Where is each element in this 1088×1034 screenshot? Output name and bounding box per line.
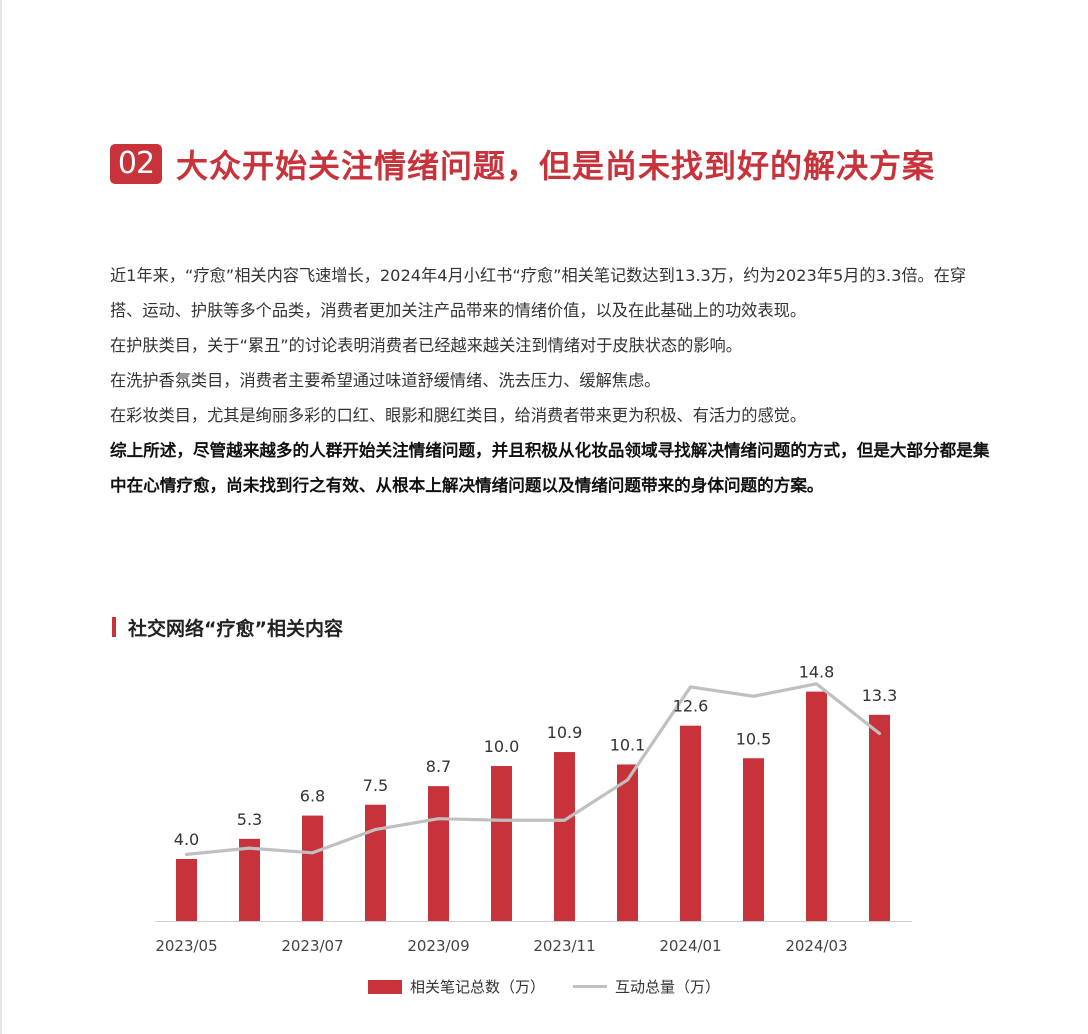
legend-swatch-line (573, 985, 607, 988)
chart-legend: 相关笔记总数（万） 互动总量（万） (0, 976, 1088, 997)
bar (239, 838, 260, 921)
data-label: 13.3 (862, 686, 898, 705)
body-text: 近1年来，“疗愈”相关内容飞速增长，2024年4月小红书“疗愈”相关笔记数达到1… (110, 258, 990, 503)
bar (554, 752, 575, 921)
data-label: 10.0 (484, 737, 520, 756)
bar (869, 714, 890, 921)
bar (302, 815, 323, 921)
body-paragraph: 在彩妆类目，尤其是绚丽多彩的口红、眼影和腮红类目，给消费者带来更为积极、有活力的… (110, 406, 807, 425)
x-tick-label: 2023/09 (407, 937, 469, 955)
legend-item-notes: 相关笔记总数（万） (367, 976, 545, 997)
x-tick-label: 2023/07 (281, 937, 343, 955)
legend-label: 相关笔记总数（万） (409, 978, 545, 996)
bar (806, 691, 827, 921)
x-tick-label: 2023/11 (533, 937, 595, 955)
body-paragraph: 在护肤类目，关于“累丑”的讨论表明消费者已经越来越关注到情绪对于皮肤状态的影响。 (110, 336, 742, 355)
data-label: 10.1 (610, 735, 646, 754)
legend-label: 互动总量（万） (615, 978, 721, 996)
data-label: 6.8 (300, 787, 325, 806)
data-label: 12.6 (673, 697, 709, 716)
x-tick-label: 2023/05 (155, 937, 217, 955)
bar (365, 804, 386, 921)
bar (743, 758, 764, 921)
data-label: 7.5 (363, 776, 388, 795)
chart-heading: 社交网络“疗愈”相关内容 (112, 614, 343, 640)
bar (428, 786, 449, 921)
bar (491, 766, 512, 921)
data-label: 8.7 (426, 757, 451, 776)
section-header: 02 大众开始关注情绪问题，但是尚未找到好的解决方案 (110, 140, 935, 188)
chart-heading-marker (112, 617, 116, 637)
data-label: 4.0 (174, 830, 199, 849)
data-label: 10.9 (547, 723, 583, 742)
x-tick-label: 2024/03 (785, 937, 847, 955)
legend-swatch-bar (367, 979, 402, 994)
bar (176, 859, 197, 921)
x-tick-label: 2024/01 (659, 937, 721, 955)
data-label: 5.3 (237, 810, 262, 829)
body-paragraph: 近1年来，“疗愈”相关内容飞速增长，2024年4月小红书“疗愈”相关笔记数达到1… (110, 266, 967, 320)
chart-title: 社交网络“疗愈”相关内容 (128, 617, 343, 640)
summary-paragraph: 综上所述，尽管越来越多的人群开始关注情绪问题，并且积极从化妆品领域寻找解决情绪问… (110, 441, 990, 495)
page-edge (0, 0, 2, 1034)
combo-chart: 4.0 5.3 6.8 7.5 8.7 10.0 10.9 10.1 12.6 10.5 14.8 1… (155, 663, 912, 955)
legend-item-interactions: 互动总量（万） (573, 976, 720, 997)
bar (617, 764, 638, 921)
data-label: 14.8 (799, 663, 835, 682)
section-title: 大众开始关注情绪问题，但是尚未找到好的解决方案 (176, 147, 936, 185)
bar (680, 725, 701, 921)
line-series (184, 682, 882, 856)
data-label: 10.5 (736, 729, 772, 748)
body-paragraph: 在洗护香氛类目，消费者主要希望通过味道舒缓情绪、洗去压力、缓解焦虑。 (110, 371, 661, 390)
section-number-badge: 02 (110, 144, 162, 184)
